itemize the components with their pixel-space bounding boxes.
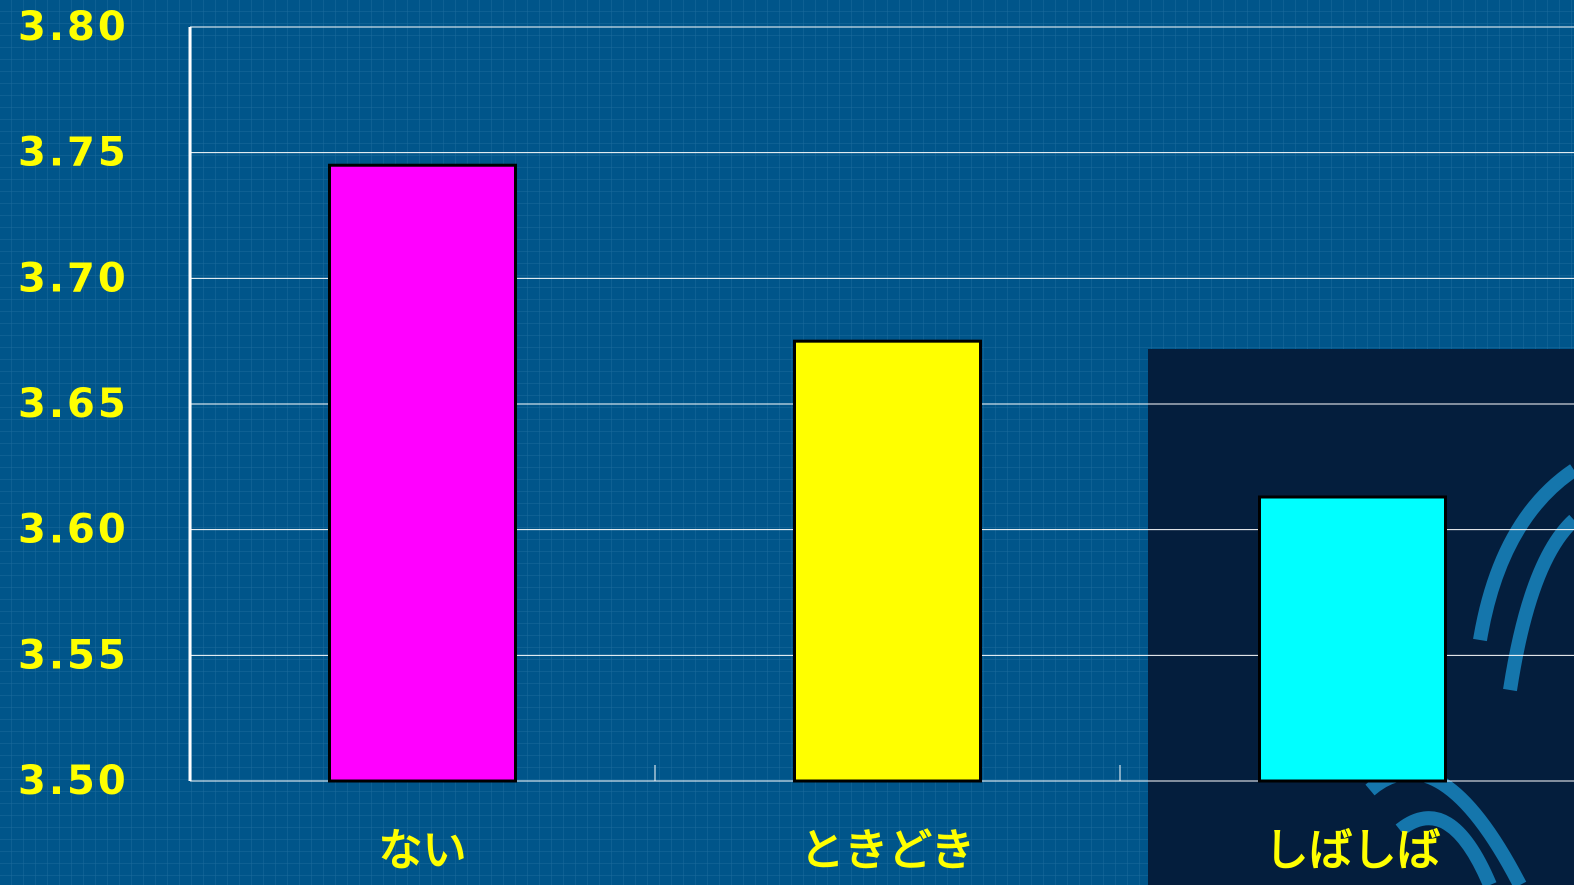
y-tick-label: 3.55 xyxy=(18,632,129,678)
y-tick-label: 3.80 xyxy=(18,4,129,50)
y-tick-label: 3.65 xyxy=(18,381,129,427)
y-tick-label: 3.75 xyxy=(18,130,129,176)
bar xyxy=(1260,497,1446,781)
y-tick-label: 3.50 xyxy=(18,758,129,804)
bar xyxy=(795,341,981,781)
x-tick-label: しばしば xyxy=(1265,825,1441,876)
chart: 3.50 3.55 3.60 3.65 3.70 3.75 3.80 ない ときどき しばしば xyxy=(0,0,1574,885)
x-tick-label: ときどき xyxy=(800,825,975,876)
bar xyxy=(330,165,516,781)
y-tick-label: 3.60 xyxy=(18,507,129,553)
y-tick-label: 3.70 xyxy=(18,255,129,301)
x-tick-label: ない xyxy=(379,825,467,876)
